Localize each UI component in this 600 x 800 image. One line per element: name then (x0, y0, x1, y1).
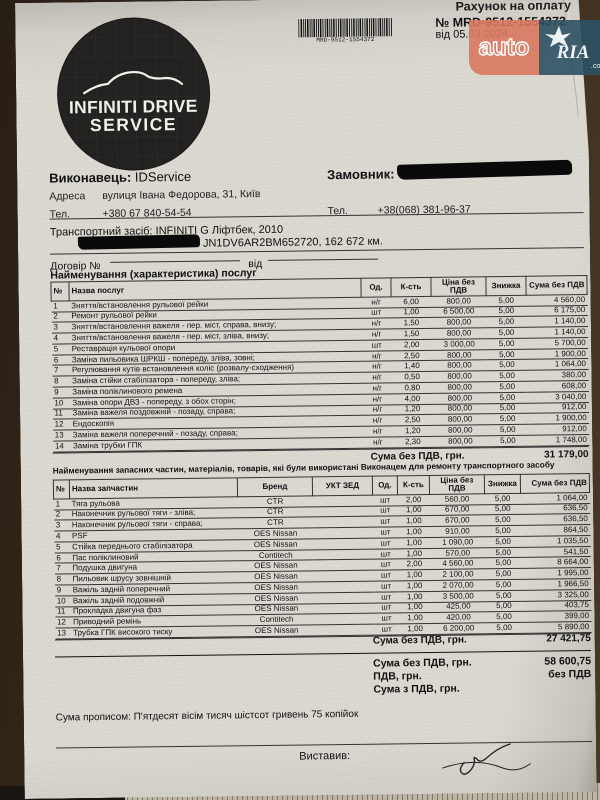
svg-text:MRD-9512-1554372: MRD-9512-1554372 (316, 36, 375, 44)
svg-text:RIA: RIA (556, 42, 590, 63)
svg-text:.com: .com (591, 63, 600, 70)
svg-text:SERVICE: SERVICE (90, 114, 177, 135)
